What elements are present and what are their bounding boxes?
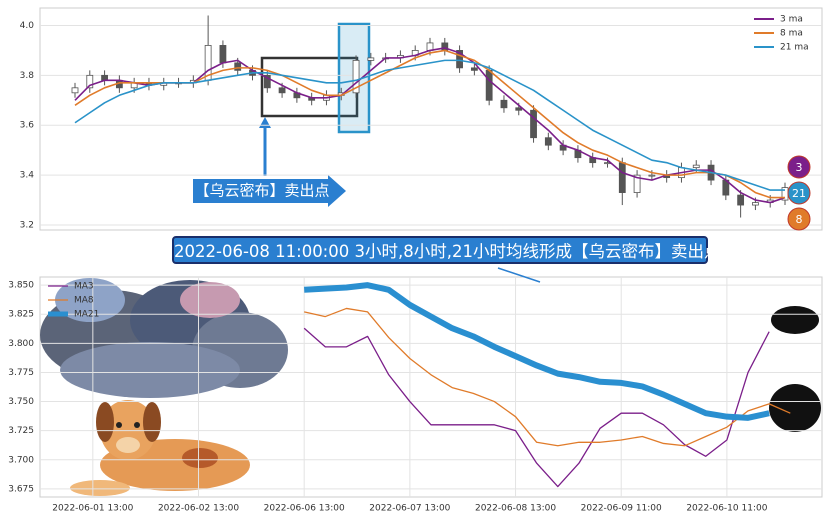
candle-body <box>263 74 271 89</box>
candle-body <box>470 67 478 71</box>
candle-body <box>71 87 79 94</box>
y-tick-label: 3.8 <box>20 71 35 81</box>
y-tick-label: 4.0 <box>20 21 35 31</box>
x-tick-label: 2022-06-08 13:00 <box>475 504 556 514</box>
x-tick-label: 2022-06-10 11:00 <box>686 504 767 514</box>
y-tick-label: 3.675 <box>8 484 34 494</box>
ma-badge-label: 21 <box>792 187 806 200</box>
x-tick-label: 2022-06-07 13:00 <box>369 504 450 514</box>
legend-label: MA21 <box>74 310 99 320</box>
top-frame <box>39 7 823 231</box>
candle-body <box>515 107 523 111</box>
candle-body <box>456 50 463 69</box>
candle-body <box>752 202 759 206</box>
legend-label: MA8 <box>74 296 94 306</box>
y-tick-label: 3.850 <box>8 281 34 291</box>
candle-body <box>352 59 360 94</box>
ma-badge <box>787 207 811 231</box>
y-tick-label: 3.775 <box>8 368 34 378</box>
y-tick-label: 3.2 <box>20 221 34 231</box>
x-tick-label: 2022-06-01 13:00 <box>52 504 133 514</box>
label-arrow <box>193 175 346 207</box>
y-tick-label: 3.6 <box>20 121 35 131</box>
y-tick-label: 3.700 <box>8 455 34 465</box>
ma-badge-label: 8 <box>796 213 803 226</box>
candle-body <box>219 45 227 64</box>
arrow-label: 【乌云密布】卖出点 <box>194 182 329 200</box>
x-tick-label: 2022-06-02 13:00 <box>158 504 239 514</box>
illustrations <box>39 7 823 498</box>
candle-body <box>618 162 626 193</box>
dark-clouds <box>769 306 821 432</box>
y-tick-label: 3.725 <box>8 426 34 436</box>
y-tick-label: 3.825 <box>8 310 34 320</box>
candle-body <box>234 62 242 71</box>
candle-body <box>367 57 375 61</box>
ma-badge <box>787 155 811 179</box>
ma-line <box>74 59 785 191</box>
ma-line <box>303 327 770 488</box>
banner: 2022-06-08 11:00:00 3小时,8小时,21小时均线形成【乌云密… <box>172 236 720 264</box>
legend-label: 3 ma <box>780 15 803 25</box>
ma-line <box>304 307 791 447</box>
ma-badge <box>787 181 811 205</box>
x-tick-label: 2022-06-06 13:00 <box>264 504 345 514</box>
dog <box>70 400 250 496</box>
candle-body <box>544 137 552 146</box>
y-tick-label: 3.750 <box>8 397 34 407</box>
ma-badge-label: 3 <box>796 161 803 174</box>
pointer <box>497 267 541 283</box>
candle-body <box>86 74 94 89</box>
ma-line <box>304 282 770 421</box>
candle-body <box>530 109 537 139</box>
candle-body <box>692 164 700 169</box>
arrow-head <box>259 117 271 128</box>
candle-body <box>278 87 286 94</box>
legend-label: 8 ma <box>780 29 803 39</box>
candle-body <box>648 174 656 177</box>
candle-body <box>500 99 508 109</box>
x-tick-label: 2022-06-09 11:00 <box>581 504 662 514</box>
candle-body <box>633 174 641 193</box>
y-tick-label: 3.800 <box>8 339 34 349</box>
cloud <box>40 278 288 398</box>
candle-body <box>737 194 745 206</box>
y-tick-label: 3.4 <box>20 171 35 181</box>
legend-label: MA3 <box>74 282 94 292</box>
legend-label: 21 ma <box>780 43 809 53</box>
candle-body <box>485 69 493 101</box>
bottom-frame <box>39 276 823 498</box>
